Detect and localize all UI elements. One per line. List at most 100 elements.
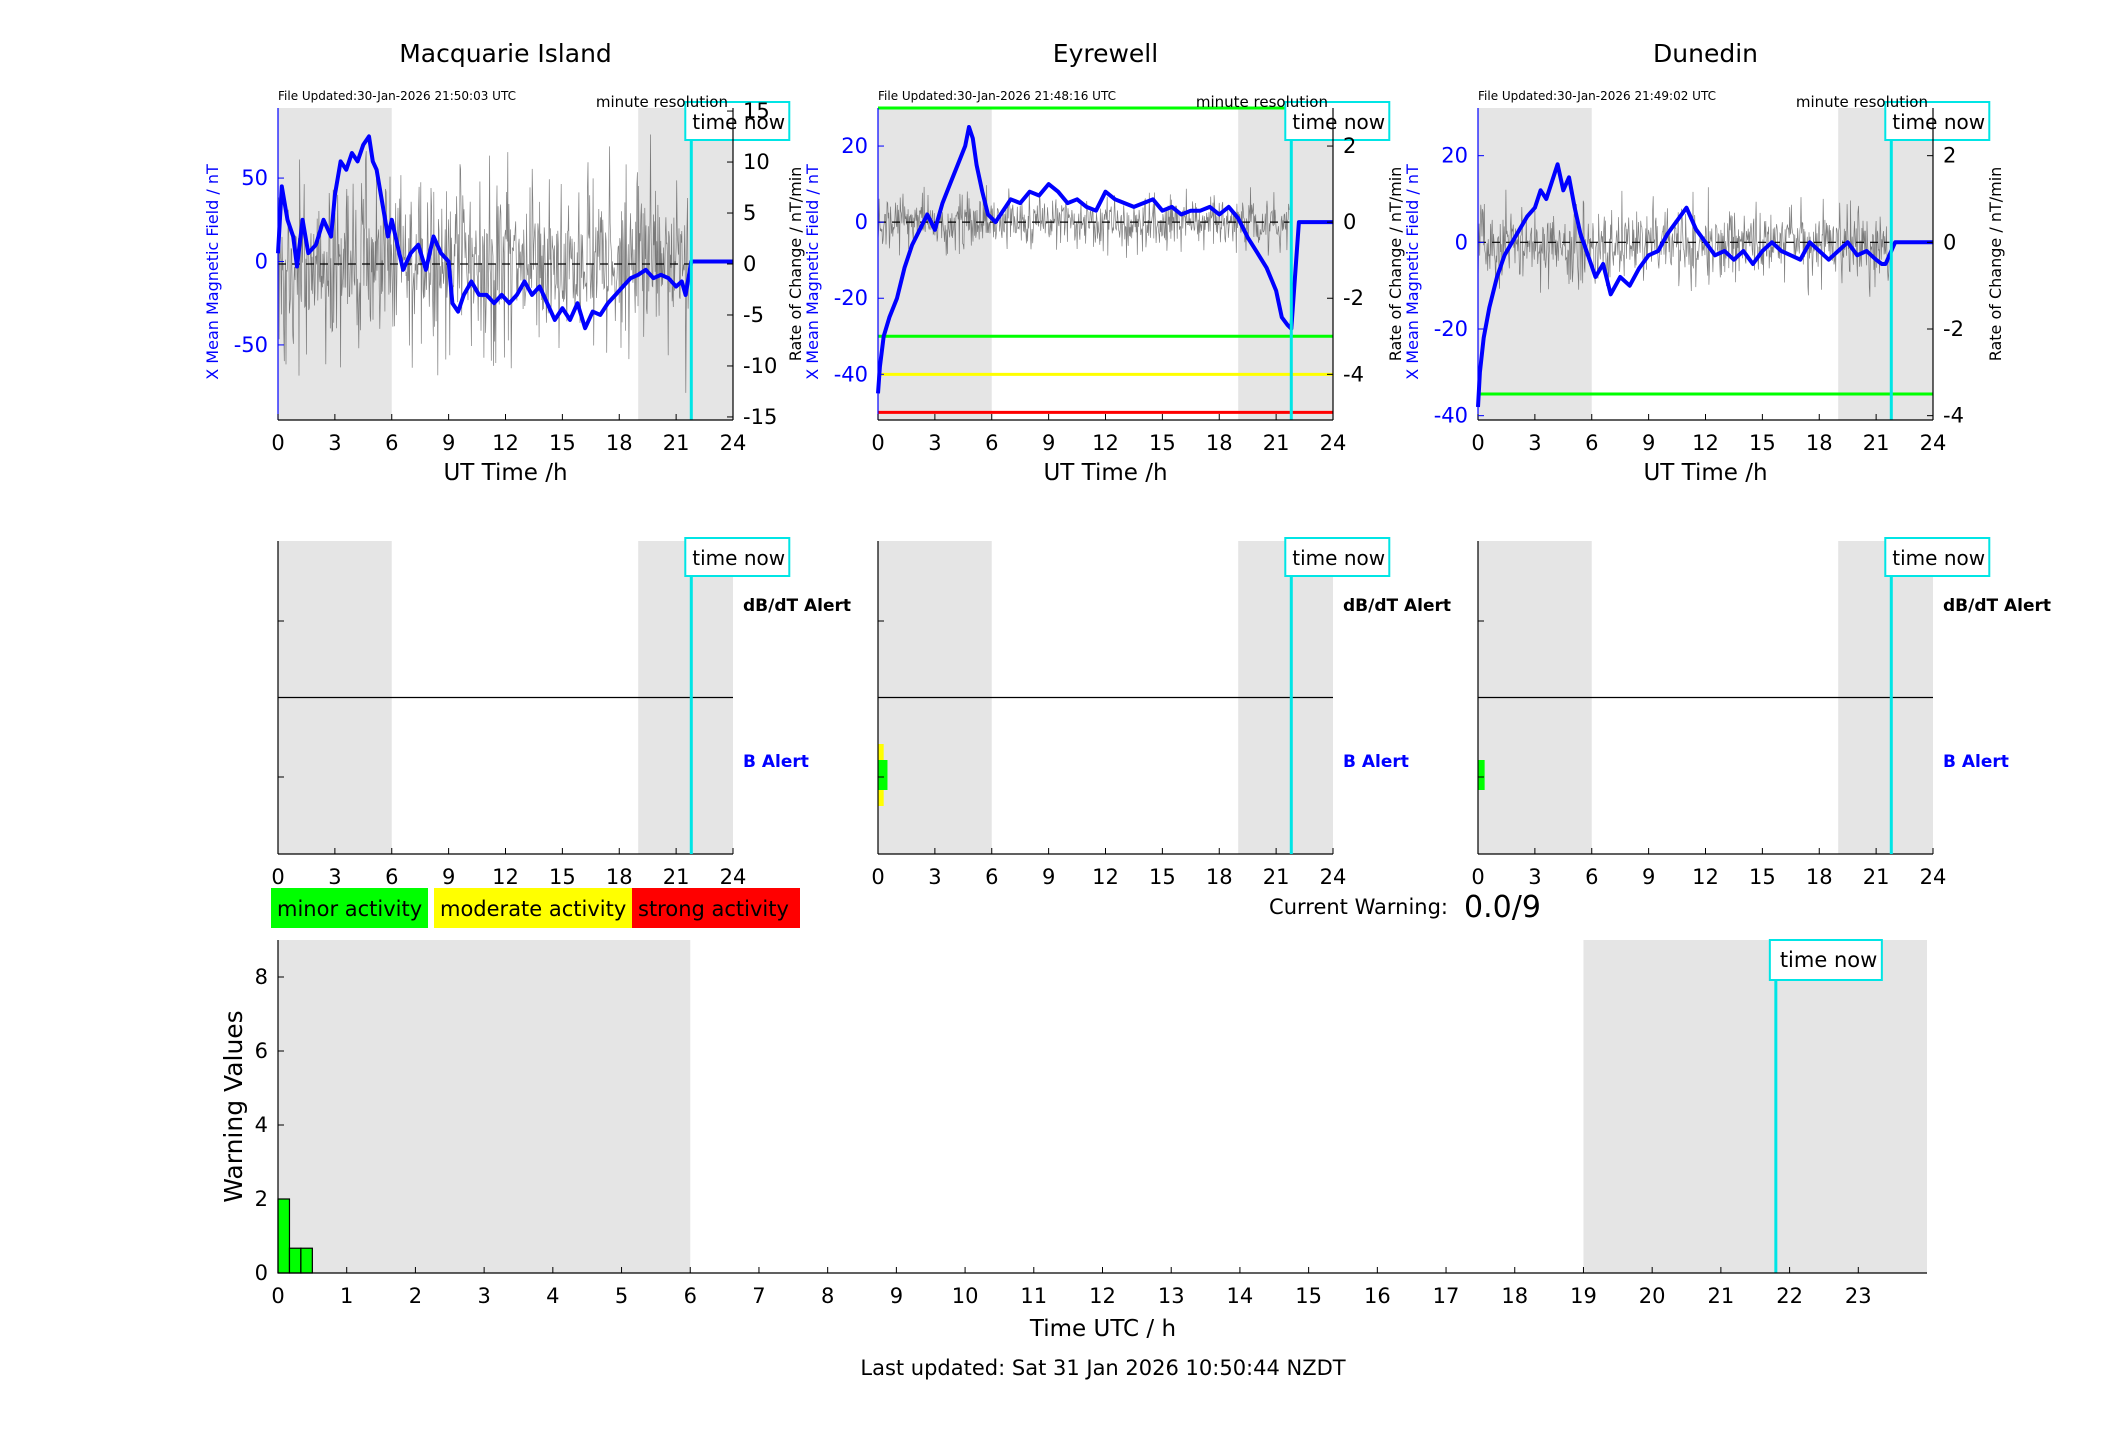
x-tick-label: 21 <box>663 431 690 455</box>
x-tick-label: 12 <box>1692 865 1719 889</box>
x-tick-label: 21 <box>1863 431 1890 455</box>
x-tick-label: 21 <box>1708 1284 1735 1308</box>
resolution-label: minute resolution <box>596 93 728 111</box>
x-tick-label: 7 <box>752 1284 765 1308</box>
time-now-box <box>1768 939 1883 981</box>
x-tick-label: 20 <box>1639 1284 1666 1308</box>
y-right-tick-label: 5 <box>743 201 756 225</box>
b-alert-label: B Alert <box>1943 752 2009 772</box>
x-tick-label: 8 <box>821 1284 834 1308</box>
b-alert-label: B Alert <box>1343 752 1409 772</box>
x-tick-label: 24 <box>720 431 747 455</box>
x-tick-label: 23 <box>1845 1284 1872 1308</box>
x-tick-label: 11 <box>1020 1284 1047 1308</box>
x-tick-label: 12 <box>1089 1284 1116 1308</box>
time-now-box <box>1284 537 1391 577</box>
time-now-label: time now <box>692 110 785 134</box>
x-tick-label: 6 <box>1585 865 1598 889</box>
y-left-tick-label: 20 <box>841 134 868 158</box>
legend-minor-label: minor activity <box>277 897 422 921</box>
time-now-label: time now <box>1292 546 1385 570</box>
y-tick-label: 4 <box>255 1113 268 1137</box>
x-tick-label: 0 <box>271 1284 284 1308</box>
y-left-tick-label: -20 <box>1434 317 1468 341</box>
y-left-axis-label: X Mean Magnetic Field / nT <box>203 164 222 380</box>
x-tick-label: 9 <box>1642 865 1655 889</box>
x-tick-label: 9 <box>1042 431 1055 455</box>
time-now-label: time now <box>1292 110 1385 134</box>
x-tick-label: 6 <box>684 1284 697 1308</box>
x-tick-label: 6 <box>385 431 398 455</box>
x-tick-label: 6 <box>985 865 998 889</box>
y-right-axis-label: Rate of Change / nT/min <box>786 167 805 362</box>
x-tick-label: 22 <box>1776 1284 1803 1308</box>
alert-panel-1: time now 0 3 6 9 12 15 18 21 24 dB/dT Alert B Alert <box>271 537 851 889</box>
current-warning-value: 0.0/9 <box>1464 890 1541 925</box>
resolution-label: minute resolution <box>1196 93 1328 111</box>
activity-legend: minor activity moderate activity strong ac… <box>271 888 800 928</box>
x-tick-label: 15 <box>1749 865 1776 889</box>
last-updated-footer: Last updated: Sat 31 Jan 2026 10:50:44 N… <box>860 1356 1345 1380</box>
y-right-tick-label: 2 <box>1343 134 1356 158</box>
x-tick-label: 15 <box>1295 1284 1322 1308</box>
x-tick-label: 21 <box>1263 865 1290 889</box>
current-warning-label: Current Warning: <box>1269 895 1448 919</box>
x-tick-label: 5 <box>615 1284 628 1308</box>
y-right-axis-label: Rate of Change / nT/min <box>1986 167 2005 362</box>
x-tick-label: 13 <box>1158 1284 1185 1308</box>
x-tick-label: 24 <box>1320 431 1347 455</box>
x-axis-label: Time UTC / h <box>1029 1316 1176 1342</box>
x-tick-label: 9 <box>442 865 455 889</box>
y-tick-label: 8 <box>255 965 268 989</box>
legend-strong-swatch <box>632 888 800 928</box>
y-tick-label: 2 <box>255 1187 268 1211</box>
x-tick-label: 3 <box>328 865 341 889</box>
y-left-tick-label: 0 <box>855 210 868 234</box>
x-tick-label: 15 <box>1149 431 1176 455</box>
x-tick-label: 6 <box>985 431 998 455</box>
x-tick-label: 18 <box>606 865 633 889</box>
b-alert-minor-bar <box>1478 760 1485 790</box>
y-right-tick-label: -4 <box>1943 404 1964 428</box>
legend-minor-swatch <box>271 888 428 928</box>
legend-moderate-label: moderate activity <box>440 897 626 921</box>
b-alert-minor-bar <box>878 760 888 790</box>
x-tick-label: 15 <box>1149 865 1176 889</box>
file-updated-label: File Updated:30-Jan-2026 21:48:16 UTC <box>878 89 1116 103</box>
x-tick-label: 15 <box>549 431 576 455</box>
x-tick-label: 3 <box>477 1284 490 1308</box>
y-tick-label: 6 <box>255 1039 268 1063</box>
y-left-tick-label: -40 <box>1434 404 1468 428</box>
x-tick-label: 3 <box>928 431 941 455</box>
y-left-tick-label: -40 <box>834 362 868 386</box>
x-axis-label: UT Time /h <box>1043 460 1167 486</box>
y-left-axis-label: X Mean Magnetic Field / nT <box>803 164 822 380</box>
x-tick-label: 17 <box>1433 1284 1460 1308</box>
time-now-label: time now <box>1780 948 1877 972</box>
legend-moderate-swatch <box>434 888 632 928</box>
dbdt-alert-label: dB/dT Alert <box>743 596 851 616</box>
magnetic-field-series <box>276 134 733 331</box>
x-tick-label: 14 <box>1227 1284 1254 1308</box>
x-tick-label: 21 <box>663 865 690 889</box>
y-tick-label: 0 <box>255 1261 268 1285</box>
rate-of-change-series <box>277 134 690 393</box>
x-tick-label: 6 <box>1585 431 1598 455</box>
x-tick-label: 24 <box>1320 865 1347 889</box>
x-tick-label: 3 <box>1528 431 1541 455</box>
x-tick-label: 0 <box>871 865 884 889</box>
file-updated-label: File Updated:30-Jan-2026 21:49:02 UTC <box>1478 89 1716 103</box>
y-right-axis-label: Rate of Change / nT/min <box>1386 167 1405 362</box>
y-right-tick-label: 15 <box>743 99 770 123</box>
x-axis-label: UT Time /h <box>1643 460 1767 486</box>
x-tick-label: 3 <box>328 431 341 455</box>
x-tick-label: 0 <box>871 431 884 455</box>
x-tick-label: 3 <box>928 865 941 889</box>
x-tick-label: 15 <box>1749 431 1776 455</box>
night-shading <box>878 108 992 420</box>
y-right-tick-label: -15 <box>743 405 777 429</box>
time-now-box <box>684 537 791 577</box>
time-now-box <box>1884 101 1991 141</box>
